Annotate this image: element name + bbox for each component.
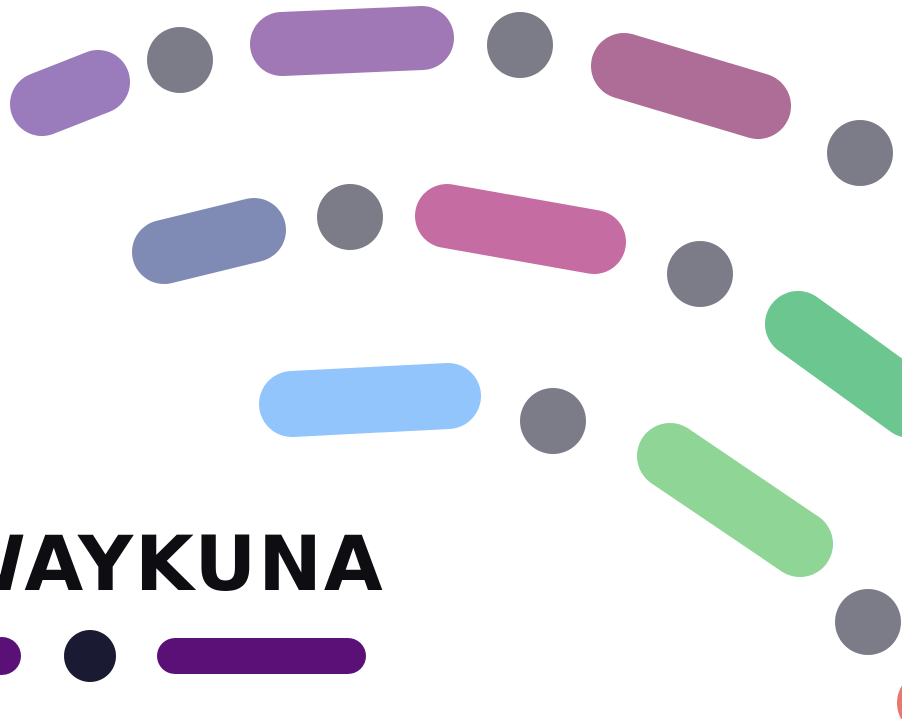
dot xyxy=(835,589,901,655)
underline-dot xyxy=(0,637,21,675)
dot xyxy=(147,27,213,93)
dot xyxy=(520,388,586,454)
dot xyxy=(667,241,733,307)
dash xyxy=(624,66,758,106)
dash xyxy=(798,324,902,405)
dash xyxy=(447,216,594,242)
dash xyxy=(164,230,254,252)
page: WAYKUNA (() => { const data = JSON.parse… xyxy=(0,0,902,719)
dash xyxy=(292,396,448,404)
logo-graphic: WAYKUNA xyxy=(0,0,902,719)
brand-name: WAYKUNA xyxy=(0,519,385,608)
dot xyxy=(317,184,383,250)
dot xyxy=(897,670,902,719)
dash xyxy=(670,456,800,544)
dot xyxy=(487,12,553,78)
dash xyxy=(282,38,422,44)
dash xyxy=(42,82,98,104)
underline-dot xyxy=(64,630,116,682)
dot xyxy=(827,120,893,186)
